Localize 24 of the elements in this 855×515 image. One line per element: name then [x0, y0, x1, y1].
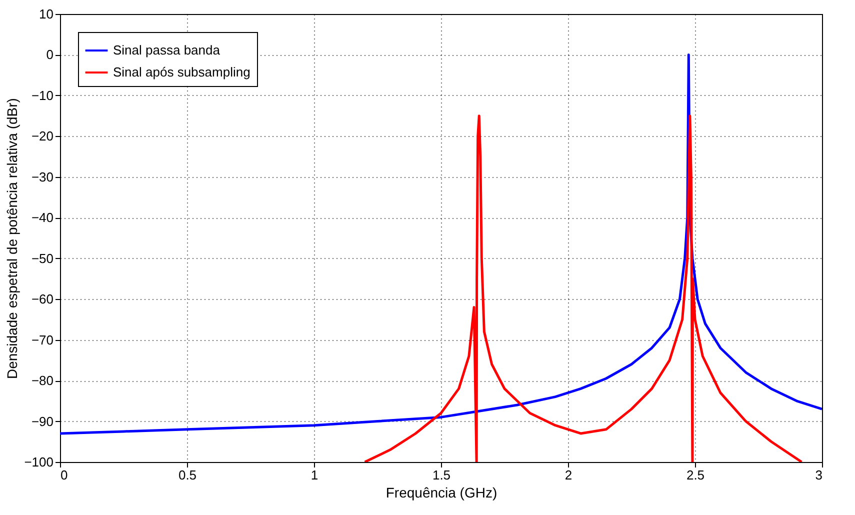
x-tick-label: 2 [564, 468, 572, 482]
y-tick-label: −20 [31, 128, 54, 144]
y-tick-label: −60 [31, 292, 54, 307]
x-tick-label: 3 [815, 468, 822, 482]
line-series [364, 114, 803, 462]
x-tick-label: 0 [60, 468, 68, 482]
y-tick-label: −100 [24, 454, 54, 470]
y-tick-label: 0 [46, 47, 54, 62]
y-axis-title: Densidade espetral de potência relativa (dBr) [4, 98, 20, 379]
x-tick-label: 1 [310, 468, 318, 482]
legend-label: Sinal após subsampling [113, 64, 250, 80]
y-tick-label: −10 [31, 88, 54, 103]
y-tick-label: −90 [31, 414, 54, 429]
x-axis-title: Frequência (GHz) [386, 484, 498, 500]
legend-label: Sinal passa banda [113, 42, 221, 58]
y-tick-label: −80 [31, 373, 54, 388]
y-tick-label: 10 [39, 6, 54, 22]
y-tick-label: −50 [31, 250, 54, 266]
x-tick-label: 0.5 [178, 468, 197, 482]
y-tick-label: −40 [31, 210, 54, 226]
x-tick-label: 1.5 [432, 468, 451, 482]
y-tick-label: −70 [31, 332, 54, 348]
x-tick-label: 2.5 [686, 468, 705, 482]
y-tick-label: −30 [31, 169, 54, 184]
